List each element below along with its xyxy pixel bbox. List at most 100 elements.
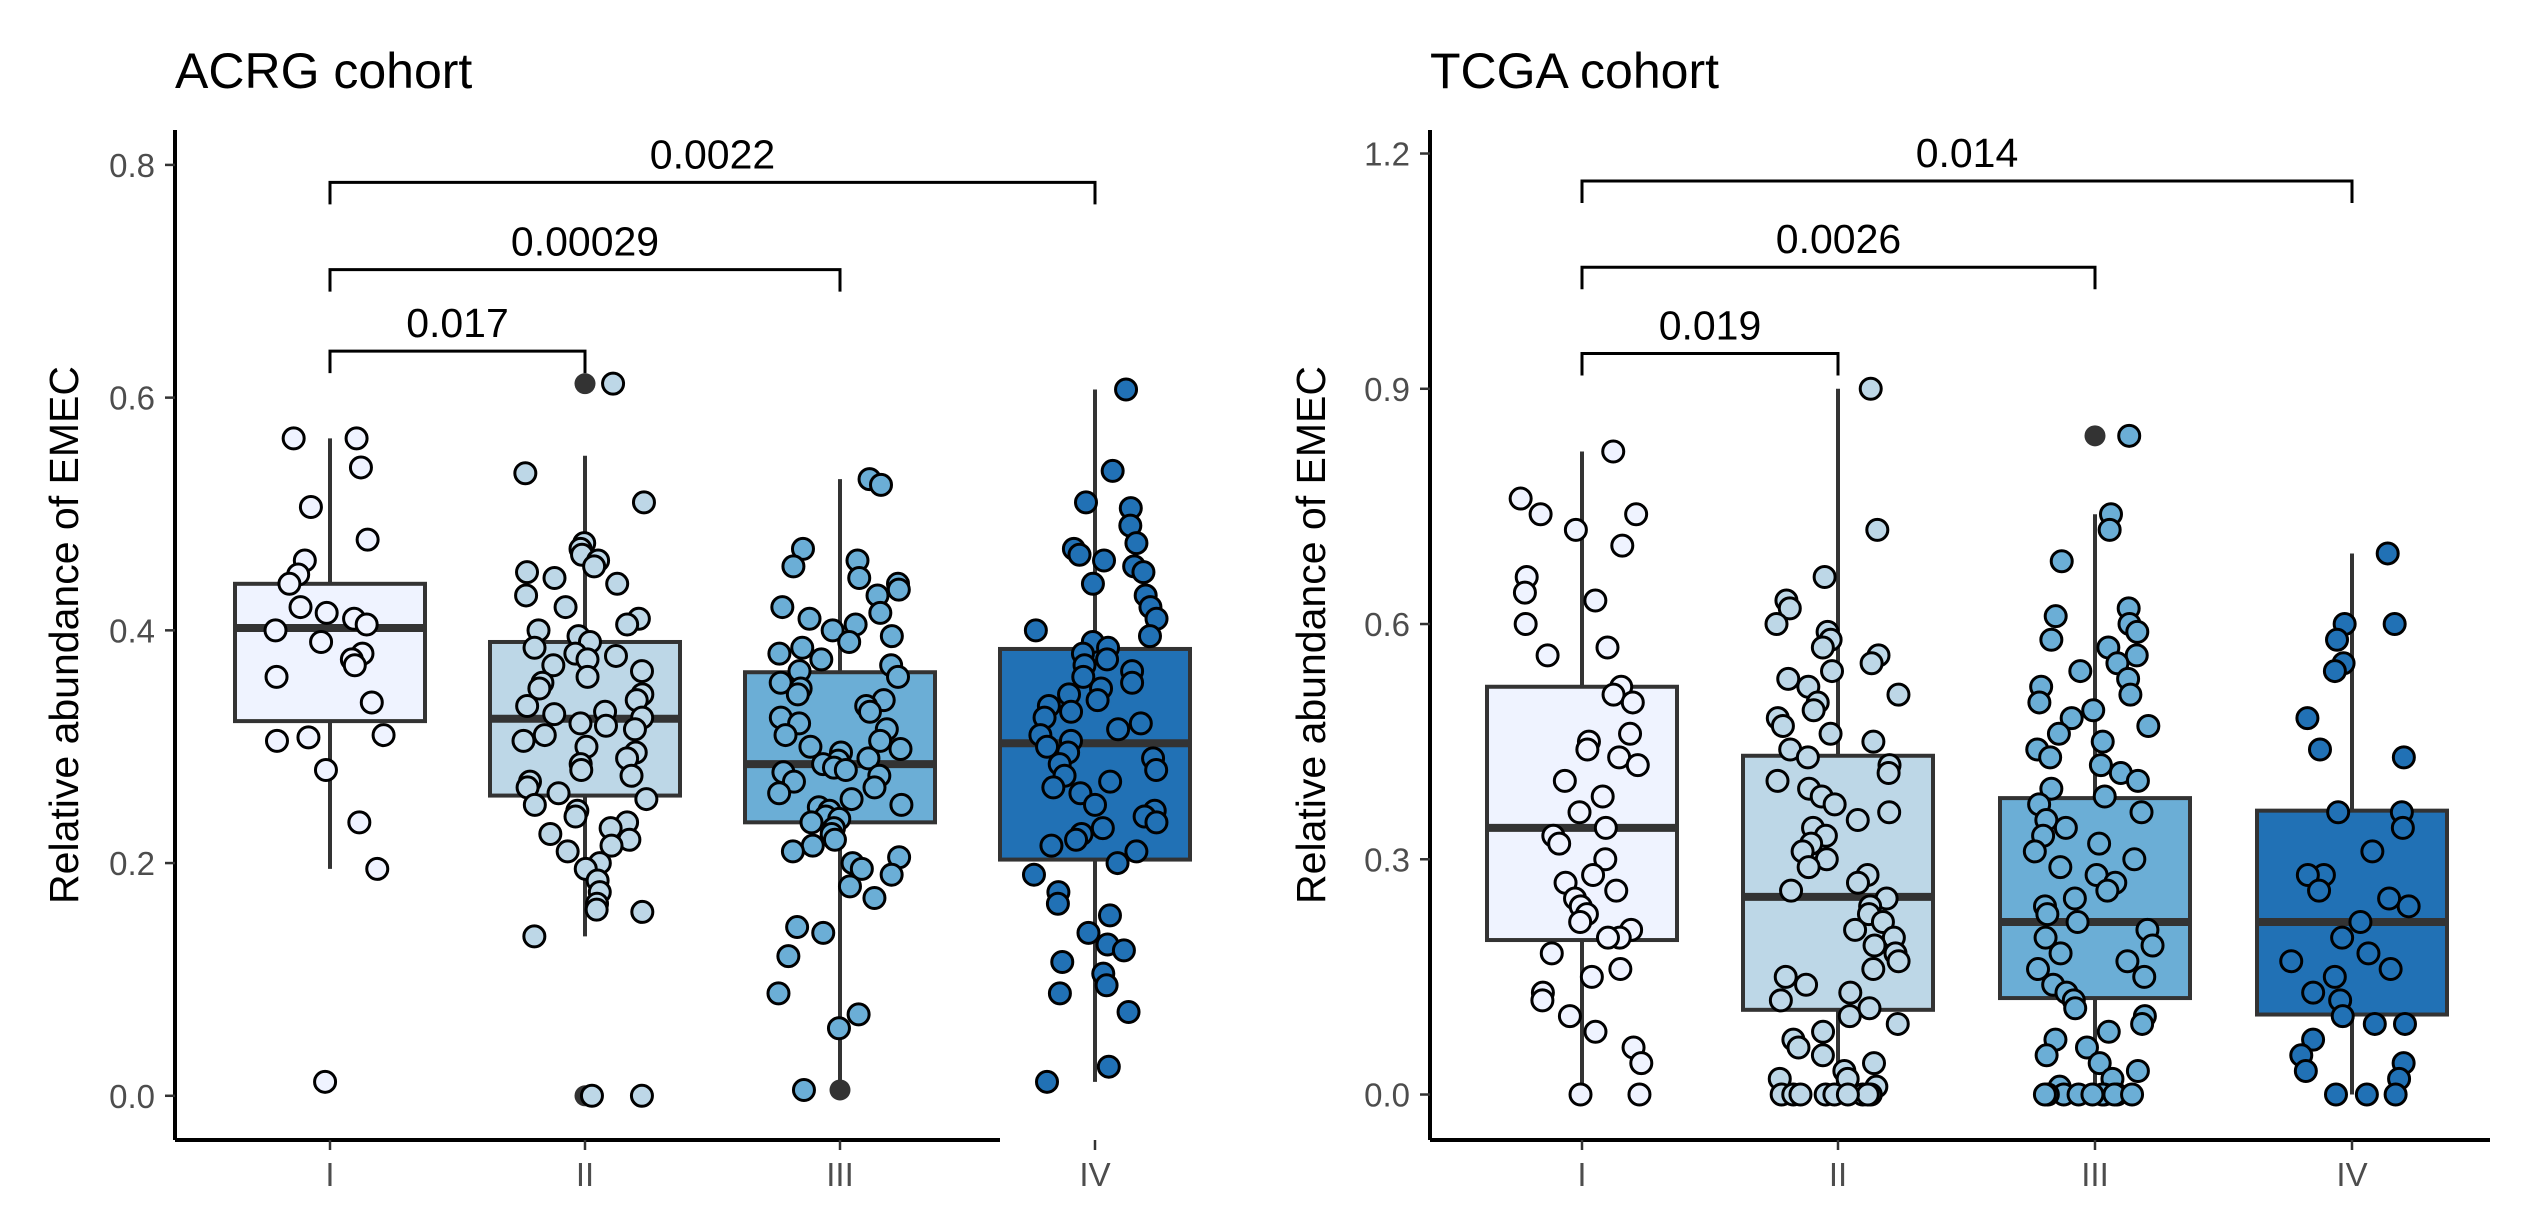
p-value-label: 0.014 — [1916, 130, 2019, 176]
data-point — [2059, 706, 2084, 731]
box-group-III — [1998, 425, 2192, 1095]
data-point — [1595, 635, 1620, 660]
data-point — [2120, 1082, 2145, 1107]
data-point — [849, 856, 874, 881]
x-tick-label: IV — [2336, 1156, 2367, 1193]
data-point — [2383, 1082, 2408, 1107]
data-point — [799, 810, 824, 835]
data-point — [1810, 1043, 1835, 1068]
data-point — [569, 757, 594, 782]
data-point — [856, 746, 881, 771]
data-point — [314, 600, 339, 625]
data-point — [2034, 1043, 2059, 1068]
data-point — [1021, 862, 1046, 887]
data-point — [348, 455, 373, 480]
data-point — [515, 693, 540, 718]
data-point — [630, 899, 655, 924]
x-tick-label: I — [1577, 1156, 1586, 1193]
data-point — [342, 653, 367, 678]
box-group-I — [233, 438, 427, 869]
data-point — [538, 821, 563, 846]
data-point — [1810, 635, 1835, 660]
data-point — [1777, 596, 1802, 621]
data-point — [555, 839, 580, 864]
data-point — [2074, 1035, 2099, 1060]
data-point — [309, 629, 334, 654]
data-point — [296, 725, 321, 750]
data-point — [888, 737, 913, 762]
data-point — [2118, 682, 2143, 707]
data-point — [2049, 549, 2074, 574]
data-point — [541, 653, 566, 678]
data-point — [288, 595, 313, 620]
data-point — [773, 723, 798, 748]
data-point — [1512, 580, 1537, 605]
y-tick-label: 1.2 — [1364, 136, 1410, 173]
data-point — [1568, 910, 1593, 935]
data-point — [1877, 800, 1902, 825]
data-point — [2307, 737, 2332, 762]
data-point — [809, 647, 834, 672]
data-point — [1820, 659, 1845, 684]
points-I — [1508, 439, 1654, 1107]
data-point — [1085, 688, 1110, 713]
data-point — [2348, 910, 2373, 935]
comparison-bracket — [328, 349, 587, 374]
data-point — [2132, 964, 2157, 989]
data-point — [1604, 878, 1629, 903]
data-point — [1885, 1011, 1910, 1036]
data-point — [1097, 903, 1122, 928]
data-point — [522, 792, 547, 817]
data-point — [371, 723, 396, 748]
data-point — [1610, 533, 1635, 558]
data-point — [514, 583, 539, 608]
p-value-label: 0.019 — [1659, 302, 1762, 348]
data-point — [2096, 1019, 2121, 1044]
data-point — [1041, 775, 1066, 800]
data-point — [1795, 745, 1820, 770]
data-point — [2026, 957, 2051, 982]
outlier-point — [574, 373, 596, 395]
data-point — [1786, 1035, 1811, 1060]
data-point — [1144, 810, 1169, 835]
data-point — [1067, 542, 1092, 567]
data-point — [568, 711, 593, 736]
data-point — [599, 833, 624, 858]
data-point — [359, 690, 384, 715]
data-point — [1575, 737, 1600, 762]
data-point — [847, 565, 872, 590]
data-point — [605, 571, 630, 596]
data-point — [2307, 878, 2332, 903]
data-point — [277, 571, 302, 596]
data-point — [264, 664, 289, 689]
data-point — [1788, 1082, 1813, 1107]
data-point — [1047, 981, 1072, 1006]
data-point — [515, 560, 540, 585]
data-point — [822, 827, 847, 852]
data-point — [1835, 1082, 1860, 1107]
data-point — [1886, 682, 1911, 707]
data-point — [2097, 517, 2122, 542]
data-point — [2129, 800, 2154, 825]
data-point — [2065, 910, 2090, 935]
data-point — [2325, 627, 2350, 652]
data-point — [2022, 839, 2047, 864]
data-point — [522, 924, 547, 949]
data-point — [886, 664, 911, 689]
data-point — [347, 810, 372, 835]
data-point — [1568, 1082, 1593, 1107]
p-value-label: 0.017 — [406, 300, 509, 346]
data-point — [1513, 612, 1538, 637]
data-point — [313, 757, 338, 782]
data-point — [1508, 486, 1533, 511]
data-point — [563, 804, 588, 829]
data-point — [1861, 1051, 1886, 1076]
data-point — [1064, 827, 1089, 852]
data-point — [2048, 855, 2073, 880]
data-point — [1776, 666, 1801, 691]
data-point — [629, 1083, 654, 1108]
data-point — [1765, 768, 1790, 793]
data-point — [1539, 941, 1564, 966]
data-point — [1124, 839, 1149, 864]
data-point — [1098, 769, 1123, 794]
